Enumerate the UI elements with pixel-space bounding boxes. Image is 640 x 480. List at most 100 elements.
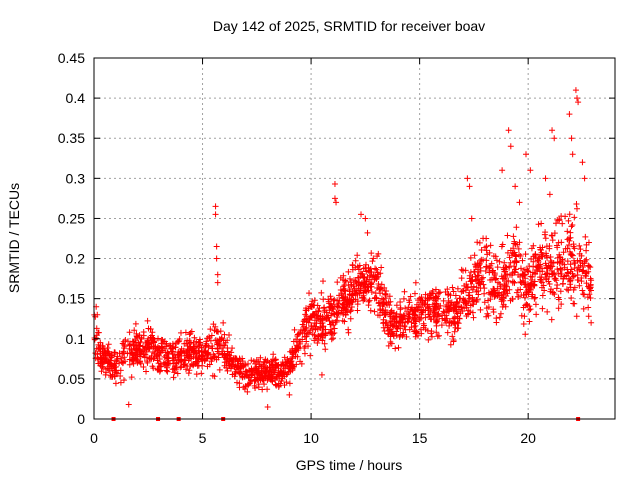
data-point: [137, 359, 144, 366]
data-point: [369, 258, 376, 265]
data-point: [577, 246, 584, 253]
data-point: [458, 275, 465, 282]
x-tick-label: 10: [303, 430, 319, 446]
data-point: [330, 297, 337, 304]
data-point: [168, 348, 175, 355]
data-point: [525, 288, 532, 295]
data-point: [549, 127, 556, 134]
data-point: [344, 309, 351, 316]
data-point: [182, 329, 189, 336]
data-point: [201, 357, 208, 364]
data-point: [211, 327, 218, 334]
data-point: [97, 354, 104, 361]
data-point: [483, 263, 490, 270]
data-point: [397, 325, 404, 332]
data-point: [357, 282, 364, 289]
data-point: [412, 312, 419, 319]
data-point: [480, 281, 487, 288]
data-point: [444, 329, 451, 336]
data-point: [296, 338, 303, 345]
data-point: [571, 245, 578, 252]
data-point: [567, 234, 574, 241]
data-point: [120, 377, 127, 384]
data-point: [321, 340, 328, 347]
data-point: [120, 341, 127, 348]
data-point: [198, 355, 205, 362]
data-point: [349, 261, 356, 268]
data-point: [562, 245, 569, 252]
data-point: [454, 299, 461, 306]
data-point: [174, 370, 181, 377]
data-point: [221, 350, 228, 357]
data-point: [354, 298, 361, 305]
data-point: [566, 248, 573, 255]
data-point: [505, 127, 512, 134]
data-point: [374, 253, 381, 260]
data-point: [108, 365, 115, 372]
data-point: [482, 244, 489, 251]
data-point: [260, 374, 267, 381]
data-point: [302, 307, 309, 314]
data-point: [377, 270, 384, 277]
data-point: [354, 307, 361, 314]
data-point: [91, 336, 98, 343]
data-point: [109, 353, 116, 360]
data-point: [272, 381, 279, 388]
data-point: [161, 338, 168, 345]
y-tick-label: 0.35: [58, 130, 85, 146]
data-point: [477, 306, 484, 313]
x-tick-label: 5: [199, 430, 207, 446]
data-point: [279, 370, 286, 377]
data-point: [405, 304, 412, 311]
data-point: [242, 361, 249, 368]
data-point: [266, 364, 273, 371]
data-point: [376, 286, 383, 293]
data-point: [361, 274, 368, 281]
data-point: [546, 281, 553, 288]
data-point: [331, 180, 338, 187]
data-point: [356, 262, 363, 269]
data-point: [586, 285, 593, 292]
data-point: [396, 314, 403, 321]
data-point: [99, 364, 106, 371]
data-point: [374, 312, 381, 319]
data-point: [131, 327, 138, 334]
data-point: [517, 278, 524, 285]
data-point: [112, 380, 119, 387]
data-point: [497, 310, 504, 317]
data-point: [452, 292, 459, 299]
data-point: [381, 284, 388, 291]
data-point: [549, 232, 556, 239]
data-point: [360, 294, 367, 301]
data-point: [574, 95, 581, 102]
data-point: [328, 303, 335, 310]
data-point: [119, 360, 126, 367]
data-point: [275, 383, 282, 390]
y-tick-label: 0.25: [58, 210, 85, 226]
data-point: [520, 304, 527, 311]
data-point: [463, 313, 470, 320]
data-point: [185, 370, 192, 377]
data-point: [460, 299, 467, 306]
data-point: [426, 303, 433, 310]
data-point: [299, 321, 306, 328]
data-point: [405, 315, 412, 322]
data-point: [416, 295, 423, 302]
data-point: [585, 268, 592, 275]
data-point: [330, 319, 337, 326]
data-point: [227, 355, 234, 362]
data-point: [429, 288, 436, 295]
data-point: [126, 361, 133, 368]
data-point: [433, 329, 440, 336]
data-point: [155, 335, 162, 342]
y-tick-label: 0.2: [66, 251, 86, 267]
data-point: [310, 302, 317, 309]
data-point: [548, 316, 555, 323]
data-point: [400, 316, 407, 323]
data-point: [370, 255, 377, 262]
data-point: [120, 348, 127, 355]
data-point: [329, 330, 336, 337]
chart-title: Day 142 of 2025, SRMTID for receiver boa…: [213, 18, 485, 34]
data-point: [502, 268, 509, 275]
